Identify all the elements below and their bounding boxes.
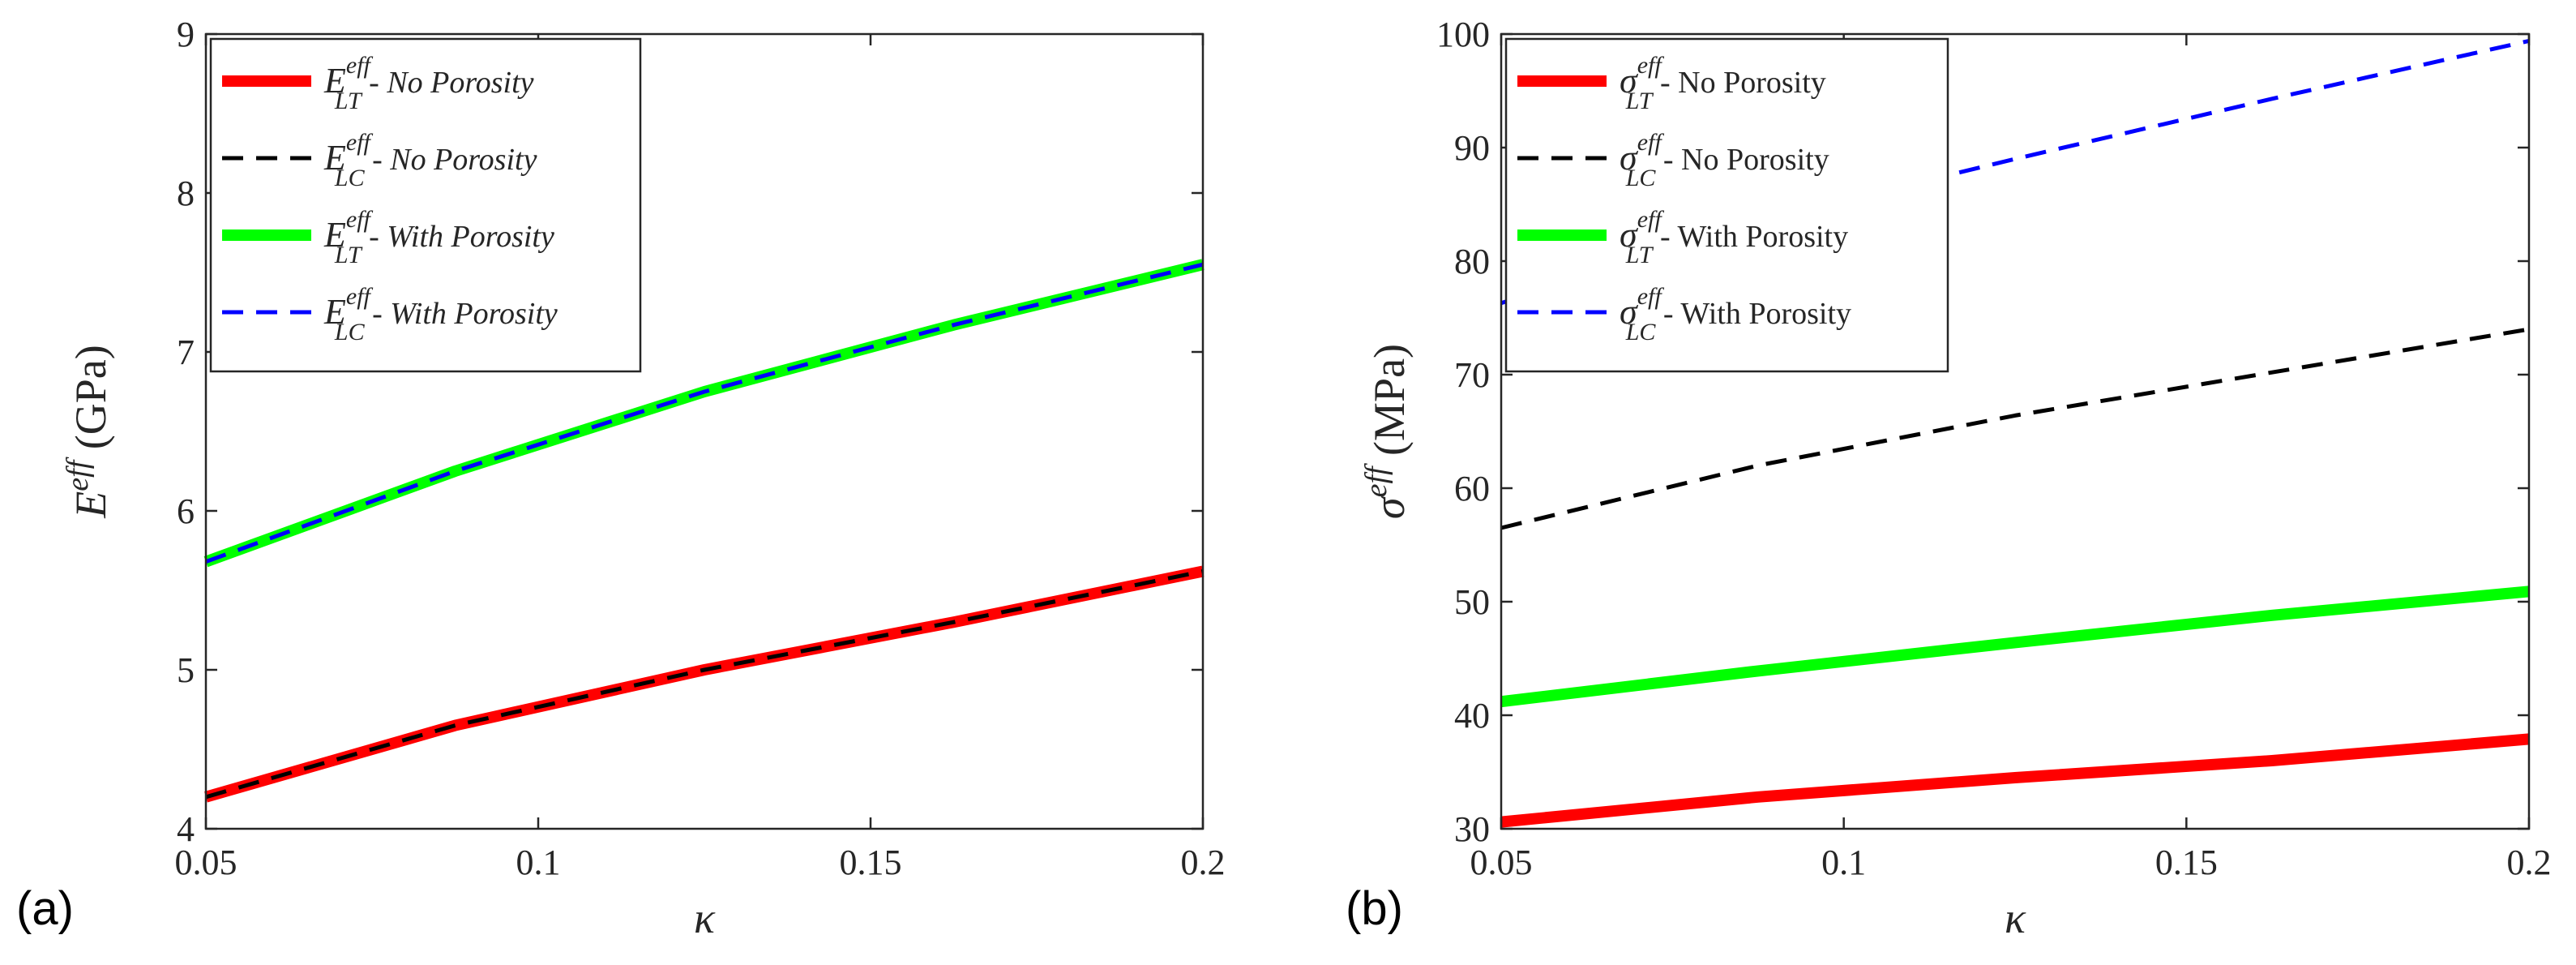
y-tick-label: 30	[1454, 809, 1490, 849]
panel-label: (b)	[1346, 882, 1403, 935]
series-line-2	[205, 569, 1204, 800]
legend-entry-3: σeff LT - With Porosity	[1620, 206, 1848, 268]
legend-symbol: E	[323, 61, 346, 101]
x-tick-label: 0.05	[1470, 843, 1533, 882]
y-axis-label-unit: (GPa)	[66, 345, 115, 460]
legend-subscript: LC	[334, 165, 366, 191]
x-axis-label: κ	[694, 894, 716, 942]
legend-symbol: σ	[1620, 138, 1639, 178]
x-tick-label: 0.1	[516, 843, 561, 882]
legend-subscript: LC	[334, 319, 366, 345]
y-tick-label: 70	[1454, 355, 1490, 395]
y-tick-label: 90	[1454, 128, 1490, 168]
y-axis-label: σeff (MPa)	[1359, 344, 1414, 519]
legend-description: - With Porosity	[365, 297, 558, 331]
legend-subscript: LT	[334, 88, 363, 114]
legend-symbol: E	[323, 215, 346, 255]
legend-entry-3: Eeff LT - With Porosity	[323, 206, 554, 268]
series-line-3	[1500, 585, 2530, 708]
legend-subscript: LT	[334, 242, 363, 268]
legend-superscript: eff	[1637, 206, 1665, 233]
y-tick-label: 8	[177, 174, 195, 213]
x-tick-label: 0.1	[1821, 843, 1866, 882]
series-line-2	[1500, 327, 2530, 530]
legend-description: - No Porosity	[1652, 66, 1825, 100]
y-tick-label: 7	[177, 332, 195, 372]
legend-entry-4: Eeff LC - With Porosity	[323, 283, 558, 345]
legend-subscript: LC	[1625, 165, 1657, 191]
legend-description: - No Porosity	[1655, 143, 1829, 177]
y-tick-label: 6	[177, 491, 195, 531]
y-axis-label-symbol: σ	[1365, 495, 1414, 519]
x-axis-label: κ	[2005, 894, 2026, 942]
x-tick-label: 0.15	[2155, 843, 2218, 882]
y-axis-label: Eeff (GPa)	[61, 345, 115, 518]
y-tick-label: 50	[1454, 582, 1490, 622]
legend-description: - No Porosity	[362, 66, 534, 100]
legend-symbol: σ	[1620, 61, 1639, 101]
legend-description: - No Porosity	[365, 143, 537, 177]
x-tick-label: 0.2	[1181, 843, 1226, 882]
y-tick-label: 4	[177, 809, 195, 849]
legend-subscript: LT	[1625, 242, 1654, 268]
y-tick-label: 100	[1436, 15, 1490, 54]
legend-superscript: eff	[346, 206, 374, 233]
legend-entry-2: Eeff LC - No Porosity	[323, 129, 537, 191]
y-tick-label: 5	[177, 650, 195, 690]
x-tick-label: 0.15	[840, 843, 902, 882]
axes-box	[1500, 32, 2531, 830]
legend-superscript: eff	[346, 52, 374, 79]
y-axis-label-unit: (MPa)	[1365, 344, 1414, 466]
legend-symbol: E	[323, 292, 346, 332]
legend-superscript: eff	[1637, 283, 1665, 310]
legend-entry-4: σeff LC - With Porosity	[1620, 283, 1851, 345]
series-line-4	[205, 262, 1204, 564]
y-tick-label: 80	[1454, 242, 1490, 281]
legend-superscript: eff	[346, 129, 374, 156]
legend-symbol: σ	[1620, 292, 1639, 332]
legend-entry-1: Eeff LT - No Porosity	[323, 52, 534, 114]
legend-superscript: eff	[346, 283, 374, 310]
x-tick-label: 0.05	[175, 843, 237, 882]
legend-symbol: σ	[1620, 215, 1639, 255]
legend-superscript: eff	[1637, 52, 1665, 79]
legend-symbol: E	[323, 138, 346, 178]
legend-description: - With Porosity	[1655, 297, 1851, 331]
y-tick-label: 60	[1454, 469, 1490, 508]
legend-box	[1504, 37, 1949, 373]
y-axis-label-symbol: E	[66, 491, 115, 519]
panel-label: (a)	[16, 882, 74, 935]
legend-description: - With Porosity	[362, 220, 554, 254]
axes-box	[204, 32, 1205, 830]
y-tick-label: 40	[1454, 696, 1490, 736]
y-tick-label: 9	[177, 15, 195, 54]
panel-a: 0.05 0.1 0.15 0.2 4 5 6 7 8 9 κ Eeff (GPa) (a) Eeff LT…	[16, 15, 1226, 942]
legend-subscript: LT	[1625, 88, 1654, 114]
y-axis-label-superscript: eff	[1359, 463, 1393, 497]
legend-description: - With Porosity	[1652, 220, 1848, 254]
legend-entry-1: σeff LT - No Porosity	[1620, 52, 1826, 114]
legend-subscript: LC	[1625, 319, 1657, 345]
legend-superscript: eff	[1637, 129, 1665, 156]
x-tick-label: 0.2	[2507, 843, 2552, 882]
legend-entry-2: σeff LC - No Porosity	[1620, 129, 1829, 191]
legend-box	[209, 37, 642, 373]
series-line-1	[1500, 733, 2530, 828]
y-axis-label-superscript: eff	[61, 457, 95, 491]
